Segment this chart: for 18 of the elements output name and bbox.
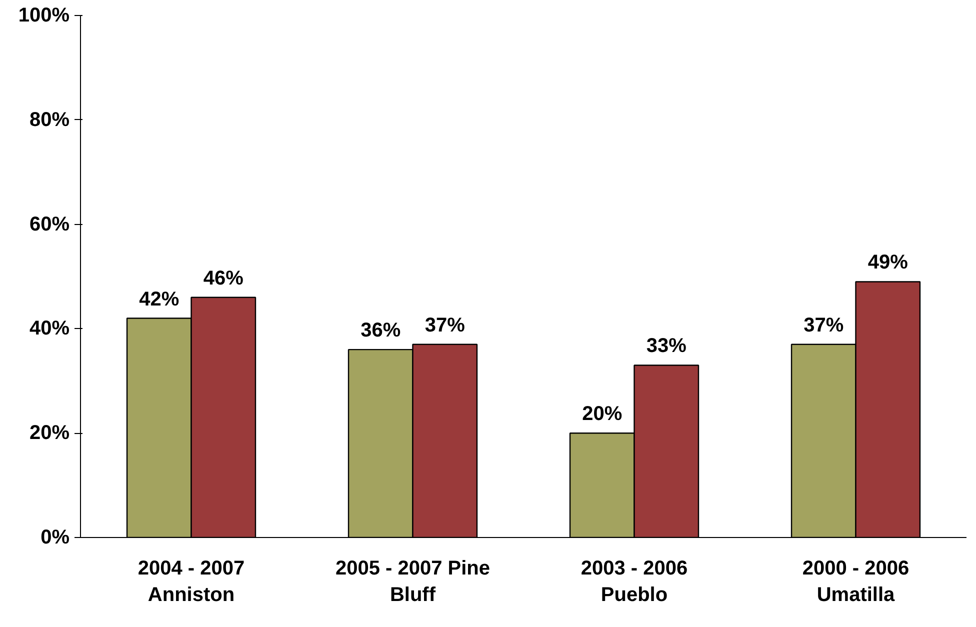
data-label: 42% <box>139 288 180 310</box>
data-label: 20% <box>582 403 622 426</box>
data-label: 36% <box>360 320 401 342</box>
y-tick-label: 20% <box>29 422 70 444</box>
data-label: 49% <box>868 252 908 274</box>
x-tick-label: 2005 - 2007 Pine Bluff <box>335 558 490 606</box>
x-tick-label: 2000 - 2006 Umatilla <box>802 558 910 606</box>
y-tick-label: 80% <box>29 108 70 131</box>
y-tick-label: 0% <box>40 526 70 548</box>
data-label: 33% <box>646 335 687 358</box>
x-tick-label: 2004 - 2007 Anniston <box>138 558 245 606</box>
y-tick-label: 100% <box>18 4 70 26</box>
data-label: 37% <box>804 314 844 336</box>
x-tick-label: 2003 - 2006 Pueblo <box>580 558 688 606</box>
y-tick-label: 60% <box>29 213 70 236</box>
data-label: 37% <box>424 314 466 336</box>
data-label: 46% <box>203 267 244 290</box>
y-tick-label: 40% <box>29 318 70 340</box>
